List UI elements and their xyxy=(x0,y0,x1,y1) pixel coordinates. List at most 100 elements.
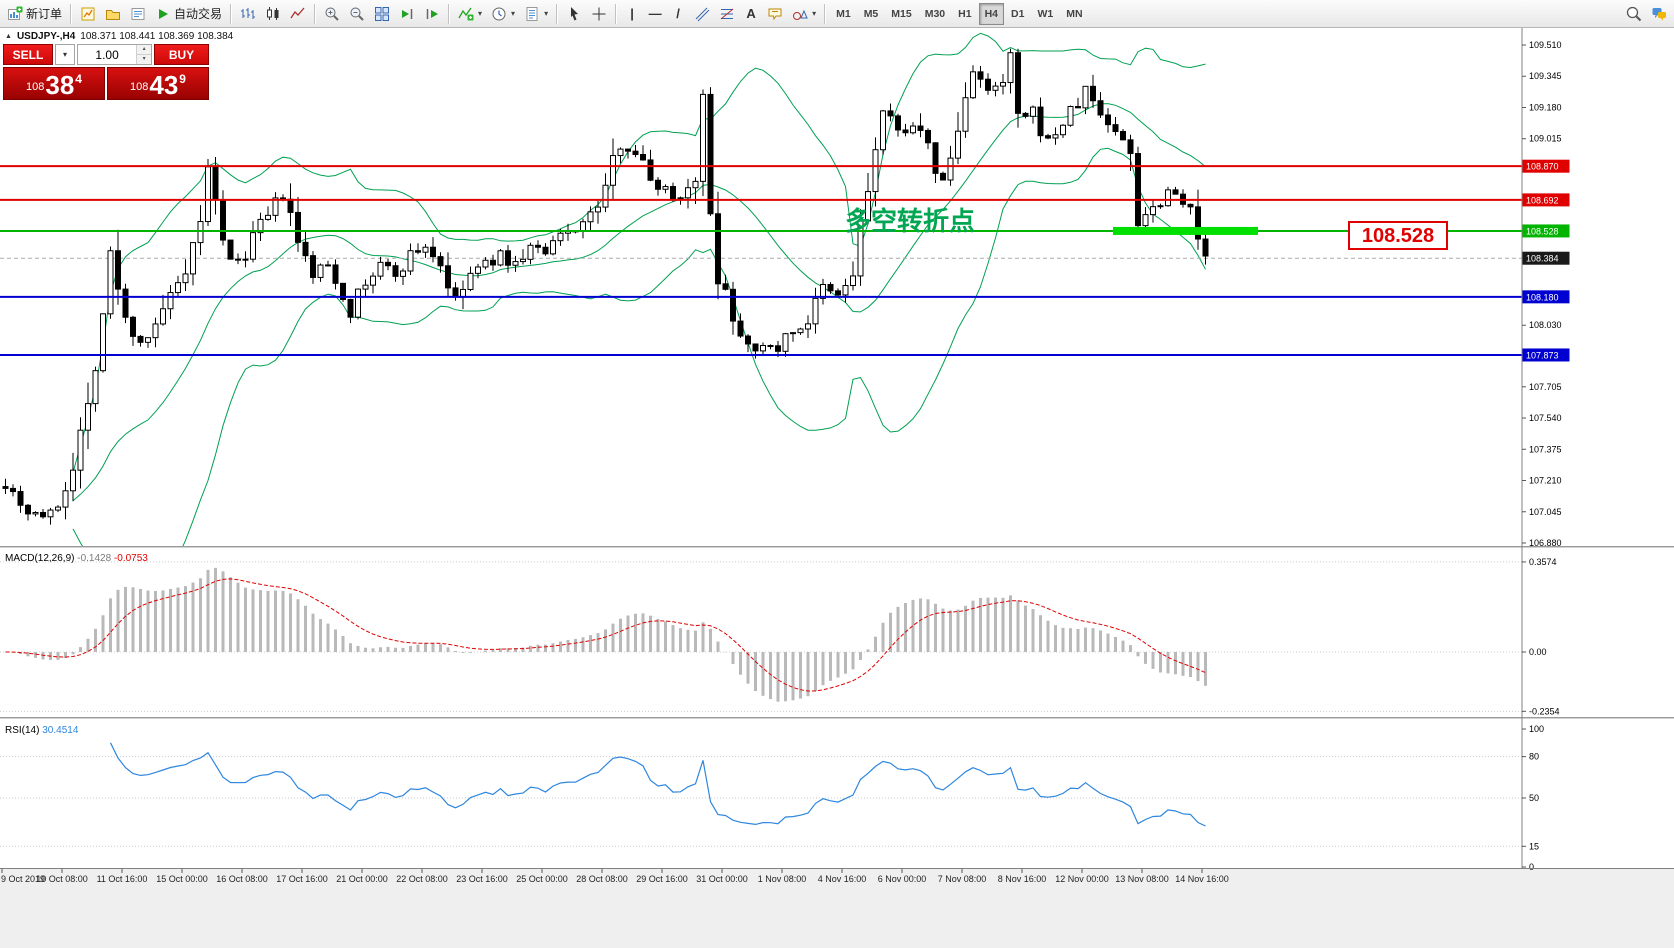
time-axis-label: 17 Oct 16:00 xyxy=(276,874,328,884)
profiles-button[interactable] xyxy=(101,3,125,25)
current-price-label xyxy=(1522,251,1570,265)
candles-icon xyxy=(265,6,281,22)
level-price-axis-label xyxy=(1522,159,1570,173)
toolbar-separator xyxy=(314,3,317,24)
text-label-button[interactable] xyxy=(763,3,787,25)
one-click-trading-panel: SELL ▾ ▴ ▾ BUY 108 38 4 108 43 9 xyxy=(3,44,209,100)
toolbar-separator xyxy=(615,3,618,24)
panel-divider[interactable] xyxy=(0,546,1674,549)
zoom-out-button[interactable] xyxy=(345,3,369,25)
chart-shift-button[interactable] xyxy=(420,3,444,25)
linechart-icon xyxy=(290,6,306,22)
time-axis-label: 23 Oct 16:00 xyxy=(456,874,508,884)
sell-button[interactable]: SELL xyxy=(3,44,53,65)
caret-down-icon: ▾ xyxy=(478,9,483,18)
time-axis-label: 12 Nov 00:00 xyxy=(1055,874,1109,884)
profiles-icon xyxy=(105,6,121,22)
timeframe-mn-button[interactable]: MN xyxy=(1060,3,1088,25)
candlestick-chart-button[interactable] xyxy=(261,3,285,25)
buy-button[interactable]: BUY xyxy=(154,44,209,65)
bollinger-bands xyxy=(72,32,1206,546)
rsi-axis-tick-label: 80 xyxy=(1529,752,1539,762)
new-chart-button[interactable] xyxy=(76,3,100,25)
buy-price[interactable]: 108 43 9 xyxy=(107,67,209,100)
volume-decrease-button[interactable]: ▾ xyxy=(137,55,151,64)
cursor-button[interactable] xyxy=(562,3,586,25)
auto-scroll-icon xyxy=(399,6,415,22)
macd-axis-tick-label: 0.00 xyxy=(1529,647,1547,657)
indicators-icon xyxy=(458,6,474,22)
level-price-axis-label-text: 108.870 xyxy=(1526,162,1559,172)
text-button[interactable]: A xyxy=(740,3,762,25)
price-axis-tick-label: 107.210 xyxy=(1529,476,1562,486)
trendline-icon: / xyxy=(676,6,680,21)
volume-stepper: ▴ ▾ xyxy=(77,44,152,65)
chart-new-icon xyxy=(80,6,96,22)
timeframe-h1-button[interactable]: H1 xyxy=(952,3,977,25)
time-axis-label: 6 Nov 00:00 xyxy=(878,874,927,884)
fibo-icon xyxy=(719,6,735,22)
time-axis-label: 25 Oct 00:00 xyxy=(516,874,568,884)
timeframe-m5-label: M5 xyxy=(863,7,879,20)
collapse-panel-icon[interactable]: ▲ xyxy=(5,33,12,40)
timeframe-w1-label: W1 xyxy=(1037,7,1054,20)
price-axis-tick-label: 107.045 xyxy=(1529,507,1562,517)
caret-down-icon: ▾ xyxy=(511,9,516,18)
search-button[interactable] xyxy=(1622,3,1646,25)
price-callout-box[interactable] xyxy=(1348,221,1448,250)
indicators-button[interactable]: ▾ xyxy=(454,3,486,25)
timeframe-m30-button[interactable]: M30 xyxy=(919,3,951,25)
crosshair-button[interactable] xyxy=(587,3,611,25)
timeframe-m15-label: M15 xyxy=(891,7,912,20)
volume-increase-button[interactable]: ▴ xyxy=(137,45,151,55)
trade-options-dropdown[interactable]: ▾ xyxy=(55,44,75,65)
horizontal-line-button[interactable]: — xyxy=(644,3,666,25)
periods-button[interactable]: ▾ xyxy=(487,3,519,25)
market-watch-button[interactable] xyxy=(126,3,150,25)
timeframe-m15-button[interactable]: M15 xyxy=(885,3,917,25)
zoom-out-icon xyxy=(349,6,365,22)
timeframe-h4-button[interactable]: H4 xyxy=(978,2,1005,25)
new-order-button[interactable]: 新订单 xyxy=(3,3,66,25)
bar-chart-button[interactable] xyxy=(236,3,260,25)
turning-point-highlight[interactable] xyxy=(1113,226,1258,235)
price-axis-tick-label: 107.705 xyxy=(1529,382,1562,392)
equidistant-channel-button[interactable] xyxy=(690,3,714,25)
trendline-button[interactable]: / xyxy=(667,3,689,25)
time-axis-label: 14 Nov 16:00 xyxy=(1175,874,1229,884)
timeframe-m5-button[interactable]: M5 xyxy=(858,3,885,25)
shapes-button[interactable]: ▾ xyxy=(788,3,820,25)
timeframe-m1-button[interactable]: M1 xyxy=(830,3,857,25)
tile-windows-button[interactable] xyxy=(370,3,394,25)
macd-indicator xyxy=(0,561,1522,712)
chart-background xyxy=(0,28,1674,948)
zoom-in-button[interactable] xyxy=(320,3,344,25)
timeframe-w1-button[interactable]: W1 xyxy=(1031,3,1059,25)
vertical-line-button[interactable]: | xyxy=(621,3,643,25)
rsi-label: RSI(14) 30.4514 xyxy=(5,725,79,736)
vertical-line-icon: | xyxy=(630,6,634,21)
caret-down-icon: ▾ xyxy=(544,9,549,18)
price-axis-tick-label: 107.540 xyxy=(1529,413,1562,423)
volume-input[interactable] xyxy=(78,45,137,64)
zoom-in-icon xyxy=(324,6,340,22)
community-chat-button[interactable] xyxy=(1647,3,1671,25)
turning-point-note[interactable]: 多空转折点 xyxy=(845,206,975,236)
timeframe-m1-label: M1 xyxy=(836,7,851,20)
toolbar: 新订单 自动交易 ▾ ▾ ▾ | — / A ▾ M1 M5 M15 M30 H1 H4 D1 W1 MN xyxy=(0,0,1674,28)
fibonacci-button[interactable] xyxy=(715,3,739,25)
auto-scroll-button[interactable] xyxy=(395,3,419,25)
timeframe-d1-button[interactable]: D1 xyxy=(1005,3,1030,25)
templates-button[interactable]: ▾ xyxy=(520,3,552,25)
macd-axis-tick-label: -0.2354 xyxy=(1529,706,1560,716)
sell-price[interactable]: 108 38 4 xyxy=(3,67,105,100)
price-axis-tick-label: 107.375 xyxy=(1529,444,1562,454)
line-chart-button[interactable] xyxy=(286,3,310,25)
rsi-indicator xyxy=(0,742,1522,847)
new-order-label: 新订单 xyxy=(26,7,63,21)
sell-price-prefix: 108 xyxy=(26,81,45,93)
timeframe-mn-label: MN xyxy=(1066,7,1083,20)
panel-divider[interactable] xyxy=(0,717,1674,720)
auto-trading-button[interactable]: 自动交易 xyxy=(151,3,226,25)
